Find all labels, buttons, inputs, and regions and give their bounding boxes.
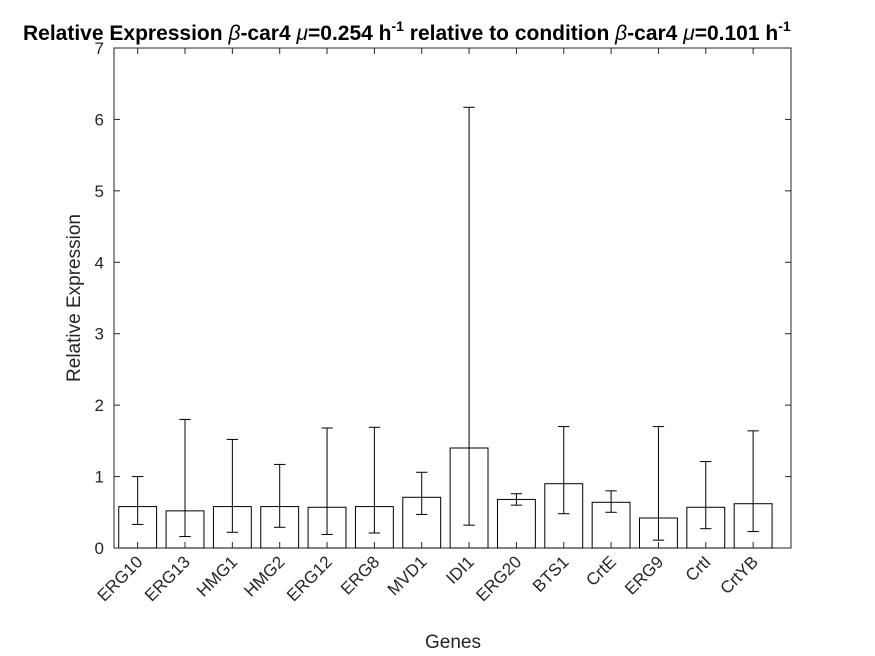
chart-title: Relative Expression β-car4 μ=0.254 h-1 r… [23, 18, 791, 45]
x-tick-label: IDI1 [442, 552, 477, 587]
y-tick-label: 2 [95, 396, 104, 415]
error-bar-hmg1 [226, 438, 239, 533]
x-tick-label: ERG8 [337, 552, 383, 598]
y-tick-label: 5 [95, 182, 104, 201]
error-bars-group [131, 106, 759, 541]
error-bar-crte [605, 490, 617, 513]
error-bar-mvd1 [416, 471, 428, 515]
y-tick-label: 1 [95, 468, 104, 487]
x-tick-label: ERG20 [472, 552, 525, 605]
error-bar-crti [700, 461, 712, 530]
y-tick-label: 4 [95, 253, 104, 272]
x-tick-label: ERG10 [94, 552, 147, 605]
error-bar-idi1 [463, 106, 475, 526]
y-tick-label: 0 [95, 539, 104, 558]
y-axis-label: Relative Expression [64, 214, 85, 382]
x-tick-label: ERG13 [141, 552, 194, 605]
y-tick-label: 6 [95, 110, 104, 129]
x-tick-label: CrtYB [716, 552, 761, 597]
x-axis-label: Genes [425, 632, 481, 653]
error-bar-hmg2 [274, 463, 286, 528]
bar-erg20 [496, 498, 536, 549]
error-bar-bts1 [558, 426, 570, 515]
error-bar-crtyb [747, 430, 759, 533]
x-tick-label: HMG2 [240, 552, 288, 600]
x-tick-label: CrtE [582, 552, 619, 589]
error-bar-erg8 [368, 426, 381, 534]
x-tick-label: HMG1 [193, 552, 241, 600]
y-axis: 0 1 2 3 4 5 6 7 [95, 39, 791, 558]
x-tick-label: BTS1 [529, 552, 573, 596]
error-bar-erg20 [510, 493, 523, 506]
y-tick-label: 7 [95, 39, 104, 58]
error-bar-erg9 [652, 426, 665, 541]
error-bar-erg12 [321, 427, 333, 535]
y-tick-label: 3 [95, 325, 104, 344]
error-bar-erg13 [179, 418, 191, 538]
x-tick-label: CrtI [682, 552, 715, 585]
x-tick-label: ERG9 [621, 552, 667, 598]
x-tick-label: ERG12 [283, 552, 336, 605]
error-bar-erg10 [131, 476, 144, 525]
x-tick-label: MVD1 [384, 552, 431, 599]
